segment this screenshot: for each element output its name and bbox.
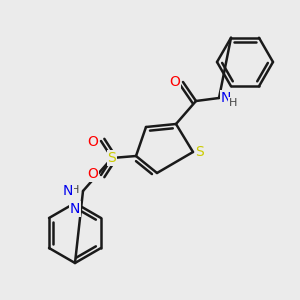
Text: N: N bbox=[63, 184, 73, 198]
Text: N: N bbox=[70, 202, 80, 216]
Text: S: S bbox=[108, 151, 116, 165]
Text: O: O bbox=[169, 75, 180, 89]
Text: O: O bbox=[88, 135, 98, 149]
Text: O: O bbox=[88, 167, 98, 181]
Text: S: S bbox=[196, 145, 204, 159]
Text: N: N bbox=[221, 91, 231, 105]
Text: H: H bbox=[71, 185, 79, 195]
Text: H: H bbox=[229, 98, 237, 108]
